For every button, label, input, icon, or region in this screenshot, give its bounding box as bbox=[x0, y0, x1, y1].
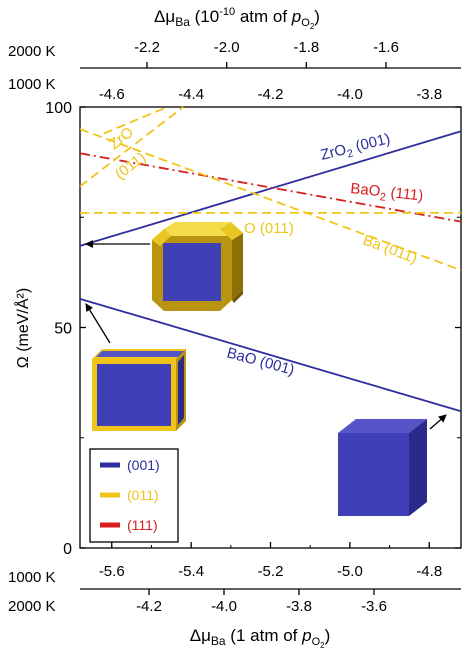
top-2000k-tick-label: -1.6 bbox=[373, 39, 399, 56]
top-1000k-tick-label: -4.2 bbox=[258, 86, 284, 103]
bottom-axis-title: ΔμBa (1 atm of pO2) bbox=[190, 626, 331, 650]
bottom-1000k-tick-label: -5.2 bbox=[258, 563, 284, 580]
series-line-zro-011 bbox=[79, 106, 184, 188]
bottom-2000k-tick-label: -3.8 bbox=[286, 598, 312, 615]
top-axis-title: ΔμBa (10-10 atm of pO2) bbox=[154, 6, 320, 31]
y-tick-label: 0 bbox=[63, 541, 72, 558]
bottom-2000k-tick-label: -3.6 bbox=[361, 598, 387, 615]
blue-cube-crystal-icon bbox=[338, 419, 427, 516]
top-1000k-label: 1000 K bbox=[8, 76, 56, 93]
arrow-icon bbox=[429, 414, 447, 430]
bottom-1000k-tick-label: -5.6 bbox=[99, 563, 125, 580]
y-axis-ticks: 0 50 100 bbox=[45, 100, 461, 558]
label-o-011: O (011) bbox=[244, 220, 294, 237]
top-2000k-tick-label: -2.0 bbox=[214, 39, 240, 56]
truncated-cube-crystal-icon bbox=[152, 222, 243, 311]
legend-label: (011) bbox=[127, 487, 159, 503]
top-1000k-tick-label: -4.0 bbox=[337, 86, 363, 103]
top-1000k-tick-label: -4.6 bbox=[99, 86, 125, 103]
y-axis-label: Ω (meV/Å²) bbox=[13, 288, 32, 368]
legend-label: (111) bbox=[127, 517, 158, 533]
top-1000k-tick-label: -4.4 bbox=[178, 86, 204, 103]
bottom-2000k-tick-label: -4.0 bbox=[211, 598, 237, 615]
bottom-2000k-label: 2000 K bbox=[8, 598, 56, 615]
bottom-2000k-tick-label: -4.2 bbox=[136, 598, 162, 615]
series-line-ba-011 bbox=[79, 128, 462, 272]
yellow-edged-cube-crystal-icon bbox=[92, 349, 186, 431]
y-tick-label: 100 bbox=[45, 100, 72, 117]
label-bao2-111: BaO2 (111) bbox=[349, 180, 424, 208]
arrow-icon bbox=[85, 303, 111, 344]
top-1000k-tick-label: -3.8 bbox=[416, 86, 442, 103]
bottom-1000k-ticks: -5.6 -5.4 -5.2 -5.0 -4.8 bbox=[99, 542, 442, 580]
series-line-zro2-001 bbox=[79, 130, 462, 247]
bottom-1000k-tick-label: -5.4 bbox=[178, 563, 204, 580]
bottom-1000k-label: 1000 K bbox=[8, 569, 56, 586]
top-2000k-label: 2000 K bbox=[8, 43, 56, 60]
label-zro2-001: ZrO2 (001) bbox=[319, 130, 393, 167]
legend-label: (001) bbox=[127, 457, 160, 473]
series-line-bao2-111 bbox=[79, 152, 462, 223]
series-line-zro-011-upper bbox=[103, 106, 168, 135]
top-2000k-tick-label: -2.2 bbox=[134, 39, 160, 56]
top-2000k-ticks: -2.2 -2.0 -1.8 -1.6 bbox=[134, 39, 399, 68]
bottom-2000k-ticks: -4.2 -4.0 -3.8 -3.6 bbox=[136, 589, 387, 615]
y-tick-label: 50 bbox=[54, 321, 72, 338]
series-line-bao-001 bbox=[79, 297, 462, 413]
bottom-1000k-tick-label: -4.8 bbox=[416, 563, 442, 580]
series-lines bbox=[79, 106, 462, 413]
legend: (001) (011) (111) bbox=[89, 448, 179, 543]
top-2000k-tick-label: -1.8 bbox=[293, 39, 319, 56]
bottom-1000k-tick-label: -5.0 bbox=[337, 563, 363, 580]
